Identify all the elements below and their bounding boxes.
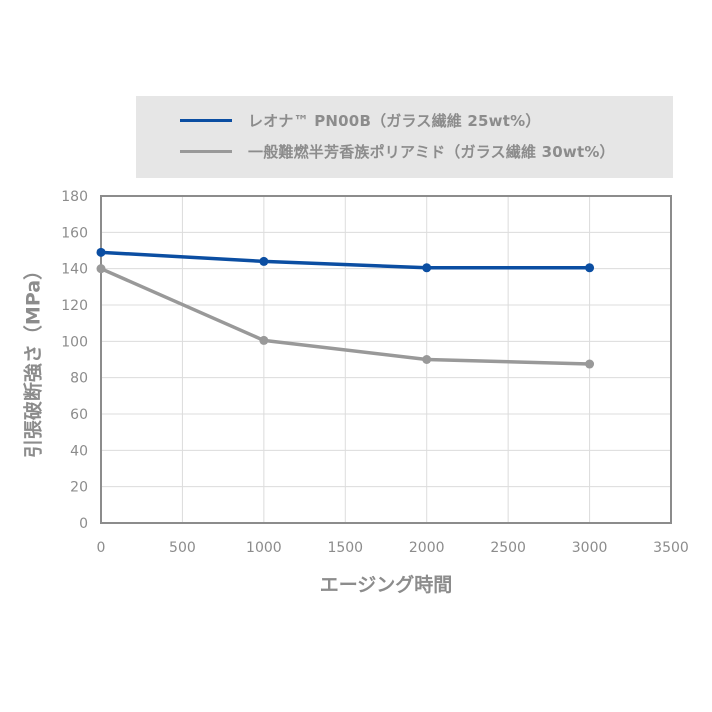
y-tick-label: 100 bbox=[61, 334, 88, 350]
y-tick-label: 40 bbox=[70, 443, 88, 459]
x-tick-label: 2500 bbox=[490, 540, 526, 556]
data-point-series-1 bbox=[585, 263, 595, 273]
data-point-series-1 bbox=[96, 247, 106, 257]
y-tick-label: 120 bbox=[61, 298, 88, 314]
series-line-1 bbox=[99, 250, 592, 270]
grid bbox=[100, 195, 672, 524]
x-tick-label: 0 bbox=[97, 540, 106, 556]
x-tick-label: 3000 bbox=[572, 540, 608, 556]
data-point-series-1 bbox=[422, 263, 432, 273]
legend: レオナ™ PN00B（ガラス繊維 25wt%） 一般難燃半芳香族ポリアミド（ガラ… bbox=[136, 96, 673, 178]
legend-label-series-1: レオナ™ PN00B（ガラス繊維 25wt%） bbox=[248, 111, 541, 130]
y-axis-title: 引張破断強さ（MPa） bbox=[22, 261, 45, 458]
data-point-series-1 bbox=[259, 256, 269, 266]
y-tick-label: 60 bbox=[70, 407, 88, 423]
series-group bbox=[96, 247, 595, 369]
data-point-series-2 bbox=[585, 359, 595, 369]
data-point-series-2 bbox=[96, 264, 106, 274]
data-point-series-2 bbox=[422, 355, 432, 364]
x-tick-label: 500 bbox=[169, 540, 196, 556]
x-axis-title: エージング時間 bbox=[320, 573, 453, 596]
x-tick-label: 1500 bbox=[327, 540, 363, 556]
x-tick-label: 2000 bbox=[409, 540, 445, 556]
y-tick-label: 140 bbox=[61, 262, 88, 278]
tick-labels: 0 500 1000 1500 2000 2500 3000 3500 0 20 40 60 80 100… bbox=[61, 189, 689, 556]
legend-label-series-2: 一般難燃半芳香族ポリアミド（ガラス繊維 30wt%） bbox=[248, 142, 615, 161]
y-tick-label: 20 bbox=[70, 480, 88, 496]
y-tick-label: 160 bbox=[61, 225, 88, 241]
series-line-2 bbox=[99, 266, 592, 366]
legend-item-series-2: 一般難燃半芳香族ポリアミド（ガラス繊維 30wt%） bbox=[180, 141, 615, 161]
x-tick-label: 3500 bbox=[653, 540, 689, 556]
plot-frame bbox=[100, 195, 672, 524]
x-tick-label: 1000 bbox=[246, 540, 282, 556]
data-point-series-2 bbox=[259, 335, 269, 345]
legend-item-series-1: レオナ™ PN00B（ガラス繊維 25wt%） bbox=[180, 110, 541, 130]
legend-swatch-series-2 bbox=[180, 149, 232, 153]
legend-swatch-series-1 bbox=[180, 118, 232, 122]
y-tick-label: 180 bbox=[61, 189, 88, 205]
y-tick-label: 80 bbox=[70, 371, 88, 387]
y-tick-label: 0 bbox=[79, 516, 88, 532]
